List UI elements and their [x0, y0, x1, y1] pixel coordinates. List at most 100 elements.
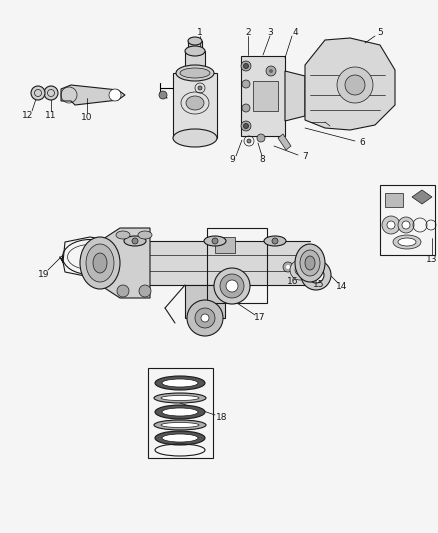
Circle shape: [401, 221, 409, 229]
Ellipse shape: [263, 236, 285, 246]
Circle shape: [240, 61, 251, 71]
Circle shape: [212, 238, 218, 244]
Ellipse shape: [184, 46, 205, 56]
Ellipse shape: [80, 237, 120, 289]
Ellipse shape: [116, 231, 130, 239]
Bar: [148, 368, 212, 458]
Text: 12: 12: [22, 110, 34, 119]
Ellipse shape: [154, 420, 205, 430]
Text: 6: 6: [358, 138, 364, 147]
Polygon shape: [411, 190, 431, 204]
Text: 1: 1: [197, 28, 202, 36]
Circle shape: [240, 121, 251, 131]
Text: 16: 16: [286, 277, 298, 286]
Polygon shape: [240, 56, 284, 136]
Polygon shape: [284, 71, 304, 121]
Circle shape: [159, 91, 166, 99]
Circle shape: [397, 217, 413, 233]
Circle shape: [336, 67, 372, 103]
Ellipse shape: [204, 236, 226, 246]
Circle shape: [213, 268, 249, 304]
Ellipse shape: [124, 236, 146, 246]
Circle shape: [294, 265, 304, 275]
Polygon shape: [184, 285, 225, 318]
Ellipse shape: [154, 393, 205, 403]
Text: 18: 18: [216, 414, 227, 423]
Circle shape: [226, 280, 237, 292]
Text: 4: 4: [292, 28, 297, 36]
Ellipse shape: [155, 376, 205, 390]
Text: 14: 14: [336, 281, 347, 290]
Bar: [215, 237, 234, 253]
Text: 5: 5: [376, 28, 382, 36]
Text: 3: 3: [266, 28, 272, 36]
Text: 8: 8: [258, 155, 264, 164]
Circle shape: [272, 238, 277, 244]
Ellipse shape: [162, 434, 198, 442]
Text: 9: 9: [229, 155, 234, 164]
Circle shape: [241, 80, 249, 88]
Circle shape: [247, 139, 251, 143]
Polygon shape: [100, 228, 150, 298]
Ellipse shape: [176, 65, 213, 81]
Text: 19: 19: [38, 270, 49, 279]
Circle shape: [219, 274, 244, 298]
Circle shape: [285, 265, 290, 269]
Circle shape: [201, 314, 208, 322]
Circle shape: [241, 104, 249, 112]
Polygon shape: [184, 51, 205, 73]
Circle shape: [109, 89, 121, 101]
Polygon shape: [229, 258, 248, 272]
Polygon shape: [187, 41, 201, 51]
Circle shape: [290, 260, 309, 280]
Circle shape: [256, 134, 265, 142]
Circle shape: [139, 285, 151, 297]
Circle shape: [117, 285, 129, 297]
Ellipse shape: [162, 379, 198, 387]
Bar: [207, 228, 266, 303]
Circle shape: [265, 66, 276, 76]
Text: 10: 10: [81, 112, 92, 122]
Circle shape: [268, 69, 272, 73]
Ellipse shape: [299, 250, 319, 276]
Circle shape: [187, 300, 223, 336]
Ellipse shape: [173, 129, 216, 147]
Text: 2: 2: [245, 28, 250, 36]
Ellipse shape: [162, 408, 198, 416]
Ellipse shape: [155, 431, 205, 445]
Circle shape: [344, 75, 364, 95]
Bar: [379, 185, 434, 255]
Polygon shape: [304, 38, 394, 130]
Circle shape: [31, 86, 45, 100]
Ellipse shape: [138, 231, 152, 239]
Ellipse shape: [186, 96, 204, 110]
Ellipse shape: [397, 238, 415, 246]
Polygon shape: [100, 241, 309, 285]
Text: 11: 11: [45, 110, 57, 119]
Circle shape: [300, 260, 330, 290]
Ellipse shape: [392, 235, 420, 249]
Polygon shape: [173, 73, 216, 138]
Ellipse shape: [93, 253, 107, 273]
Ellipse shape: [155, 405, 205, 419]
Polygon shape: [61, 85, 125, 105]
Circle shape: [381, 216, 399, 234]
Bar: [252, 81, 277, 111]
Text: 17: 17: [254, 313, 265, 322]
Polygon shape: [277, 134, 290, 150]
Text: 15: 15: [313, 279, 324, 288]
Ellipse shape: [187, 37, 201, 45]
Circle shape: [283, 262, 292, 272]
Ellipse shape: [180, 68, 209, 78]
Circle shape: [243, 124, 248, 128]
Ellipse shape: [161, 395, 198, 400]
Circle shape: [44, 86, 58, 100]
Ellipse shape: [294, 244, 324, 282]
Ellipse shape: [161, 423, 198, 427]
Bar: [384, 193, 402, 207]
Circle shape: [132, 238, 138, 244]
Circle shape: [194, 308, 215, 328]
Ellipse shape: [86, 244, 114, 282]
Circle shape: [307, 267, 323, 283]
Circle shape: [243, 63, 248, 69]
